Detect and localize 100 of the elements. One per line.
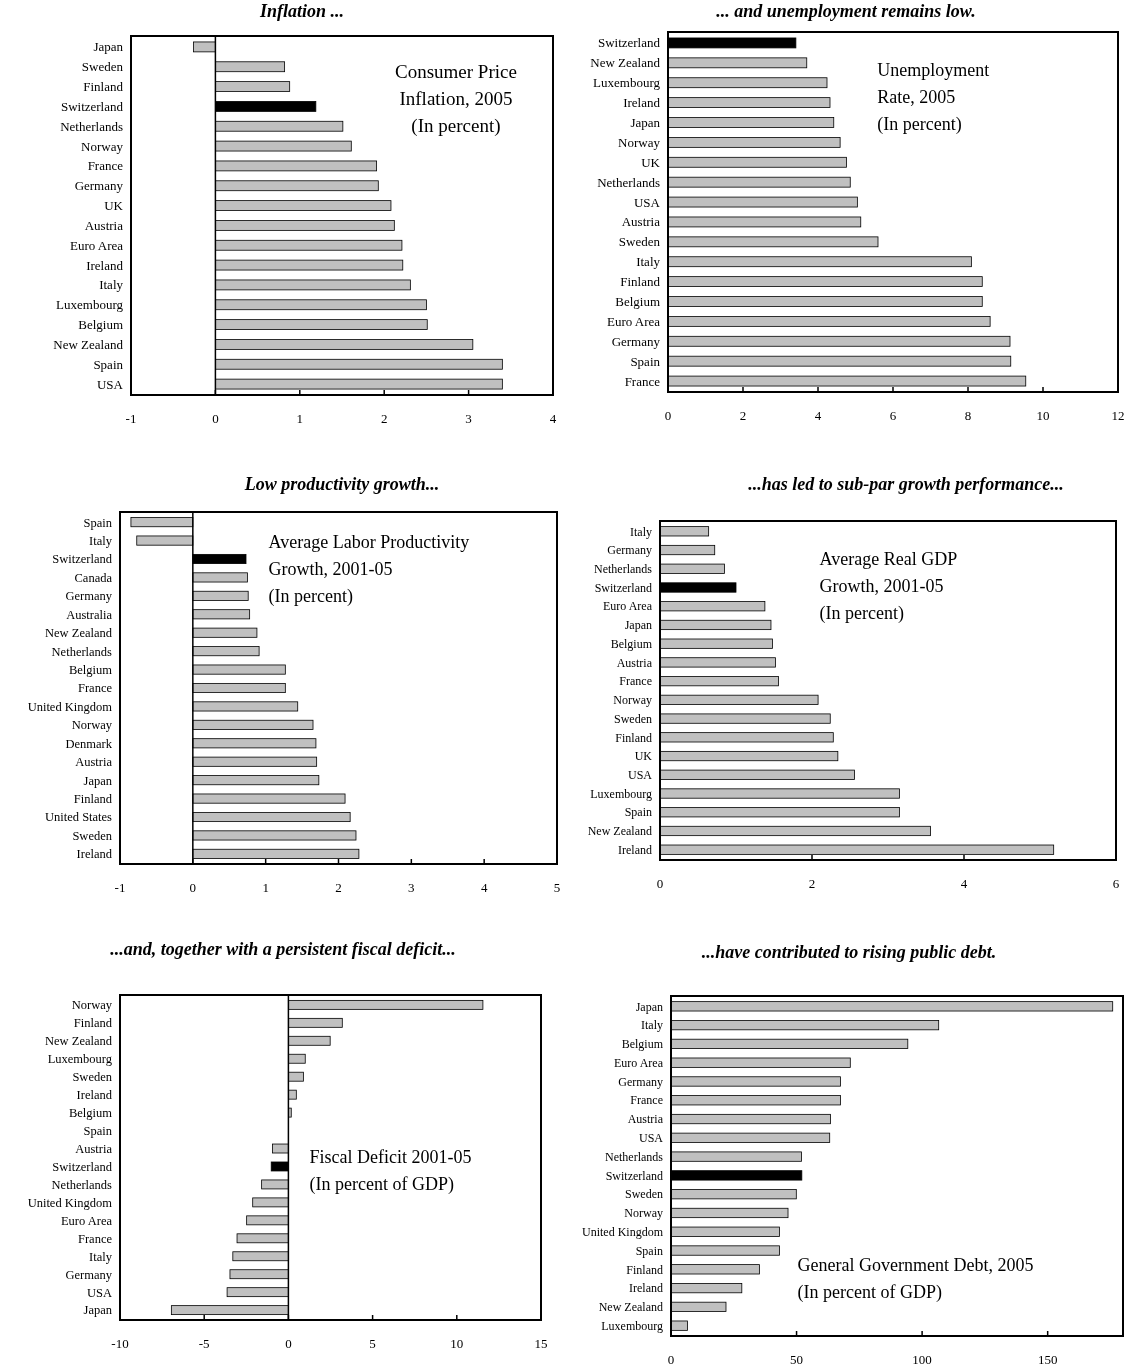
y-tick-label: United Kingdom xyxy=(582,1224,664,1239)
y-tick-label: Belgium xyxy=(78,317,123,333)
annotation: Rate, 2005 xyxy=(877,87,956,107)
x-tick-label: 1 xyxy=(296,411,304,426)
y-tick-label: Netherlands xyxy=(60,118,123,134)
y-tick-label: Belgium xyxy=(68,1105,113,1120)
chart-title: ...has led to sub-par growth performance... xyxy=(748,474,1064,494)
x-tick-label: 4 xyxy=(480,880,488,895)
y-tick-label: Belgium xyxy=(615,294,660,310)
y-tick-label: New Zealand xyxy=(598,1300,663,1315)
y-tick-label: Germany xyxy=(74,178,124,194)
y-tick-label: Sweden xyxy=(614,711,652,726)
x-tick-label: -10 xyxy=(111,1336,129,1351)
y-tick-label: Sweden xyxy=(72,1070,113,1085)
y-tick-label: Austria xyxy=(621,214,661,230)
y-tick-label: Ireland xyxy=(76,847,113,862)
y-tick-label: Euro Area xyxy=(69,237,124,253)
y-tick-label: Italy xyxy=(630,524,652,539)
y-tick-label: Canada xyxy=(74,570,113,585)
annotation: Growth, 2001-05 xyxy=(268,559,393,579)
y-tick-label: Austria xyxy=(84,217,124,233)
x-tick-label: -1 xyxy=(125,411,137,426)
y-tick-label: France xyxy=(87,158,124,174)
y-tick-label: New Zealand xyxy=(587,824,652,839)
y-tick-label: Sweden xyxy=(618,234,661,250)
y-tick-label: Finland xyxy=(73,1016,113,1031)
y-tick-label: New Zealand xyxy=(53,336,124,352)
y-tick-label: Ireland xyxy=(618,842,652,857)
y-tick-label: Norway xyxy=(71,718,113,733)
y-tick-label: Netherlands xyxy=(597,174,660,190)
x-tick-label: 6 xyxy=(1112,876,1120,891)
y-tick-label: Finland xyxy=(83,79,124,95)
chart-title: Inflation ... xyxy=(258,1,345,21)
annotation: Unemployment xyxy=(877,60,990,80)
y-tick-label: Belgium xyxy=(68,662,113,677)
y-tick-label: France xyxy=(619,674,652,689)
y-tick-label: UK xyxy=(634,749,653,764)
y-tick-label: Luxembourg xyxy=(56,297,124,313)
y-tick-label: Finland xyxy=(73,791,113,806)
y-tick-label: Finland xyxy=(620,274,661,290)
annotation: (In percent) xyxy=(411,115,501,137)
annotation: (In percent) xyxy=(268,586,354,607)
x-tick-label: 150 xyxy=(1037,1352,1058,1367)
annotation: Average Labor Productivity xyxy=(268,532,470,552)
y-tick-label: Germany xyxy=(65,589,113,604)
y-tick-label: Belgium xyxy=(610,636,653,651)
y-tick-label: Italy xyxy=(641,1018,663,1033)
x-tick-label: 2 xyxy=(739,408,747,423)
y-tick-label: Luxembourg xyxy=(593,75,661,91)
x-tick-label: 10 xyxy=(450,1336,464,1351)
y-tick-label: Sweden xyxy=(81,59,124,75)
chart-title: ... and unemployment remains low. xyxy=(716,1,976,21)
y-tick-label: Denmark xyxy=(65,736,113,751)
y-tick-label: Italy xyxy=(89,1249,113,1264)
chart-title: ...have contributed to rising public debt. xyxy=(701,942,997,962)
y-tick-label: Switzerland xyxy=(605,1168,663,1183)
y-tick-label: Euro Area xyxy=(606,313,661,329)
x-tick-label: 0 xyxy=(656,876,664,891)
y-tick-label: Australia xyxy=(66,607,113,622)
x-tick-label: 0 xyxy=(212,411,219,426)
y-tick-label: United Kingdom xyxy=(27,1195,113,1210)
y-tick-label: United Kingdom xyxy=(27,699,113,714)
y-tick-label: Netherlands xyxy=(594,561,653,576)
y-tick-label: USA xyxy=(96,376,124,392)
x-tick-label: 4 xyxy=(549,411,557,426)
y-tick-label: New Zealand xyxy=(45,1034,113,1049)
y-tick-label: Netherlands xyxy=(51,1177,113,1192)
annotation: General Government Debt, 2005 xyxy=(797,1255,1034,1275)
y-tick-label: Netherlands xyxy=(51,644,113,659)
y-tick-label: France xyxy=(624,373,661,389)
x-tick-label: 4 xyxy=(814,408,822,423)
y-tick-label: Luxembourg xyxy=(601,1318,663,1333)
y-tick-label: Germany xyxy=(611,333,661,349)
y-tick-label: UK xyxy=(104,198,124,214)
y-tick-label: USA xyxy=(633,194,661,210)
y-tick-label: Italy xyxy=(636,254,661,270)
x-tick-label: 100 xyxy=(912,1352,932,1367)
x-tick-label: 15 xyxy=(534,1336,548,1351)
y-tick-label: France xyxy=(77,681,113,696)
y-tick-label: USA xyxy=(86,1285,112,1300)
annotation: (In percent of GDP) xyxy=(797,1282,943,1303)
y-tick-label: Austria xyxy=(616,655,653,670)
y-tick-label: Ireland xyxy=(86,257,124,273)
y-tick-label: Austria xyxy=(75,755,113,770)
y-tick-label: Austria xyxy=(75,1141,113,1156)
annotation: (In percent) xyxy=(877,114,962,135)
y-tick-label: Japan xyxy=(624,618,652,633)
y-tick-label: Norway xyxy=(81,138,124,154)
y-tick-label: France xyxy=(630,1093,663,1108)
x-tick-label: 8 xyxy=(964,408,972,423)
chart-title: Low productivity growth... xyxy=(243,474,440,494)
x-tick-label: 2 xyxy=(335,880,342,895)
y-tick-label: Germany xyxy=(607,543,652,558)
y-tick-label: UK xyxy=(641,154,661,170)
y-tick-label: Italy xyxy=(89,533,113,548)
x-tick-label: 5 xyxy=(553,880,561,895)
y-tick-label: Japan xyxy=(635,999,663,1014)
chart-title: ...and, together with a persistent fiscal deficit... xyxy=(110,939,456,959)
y-tick-label: Switzerland xyxy=(60,98,124,114)
y-tick-label: Euro Area xyxy=(603,599,653,614)
